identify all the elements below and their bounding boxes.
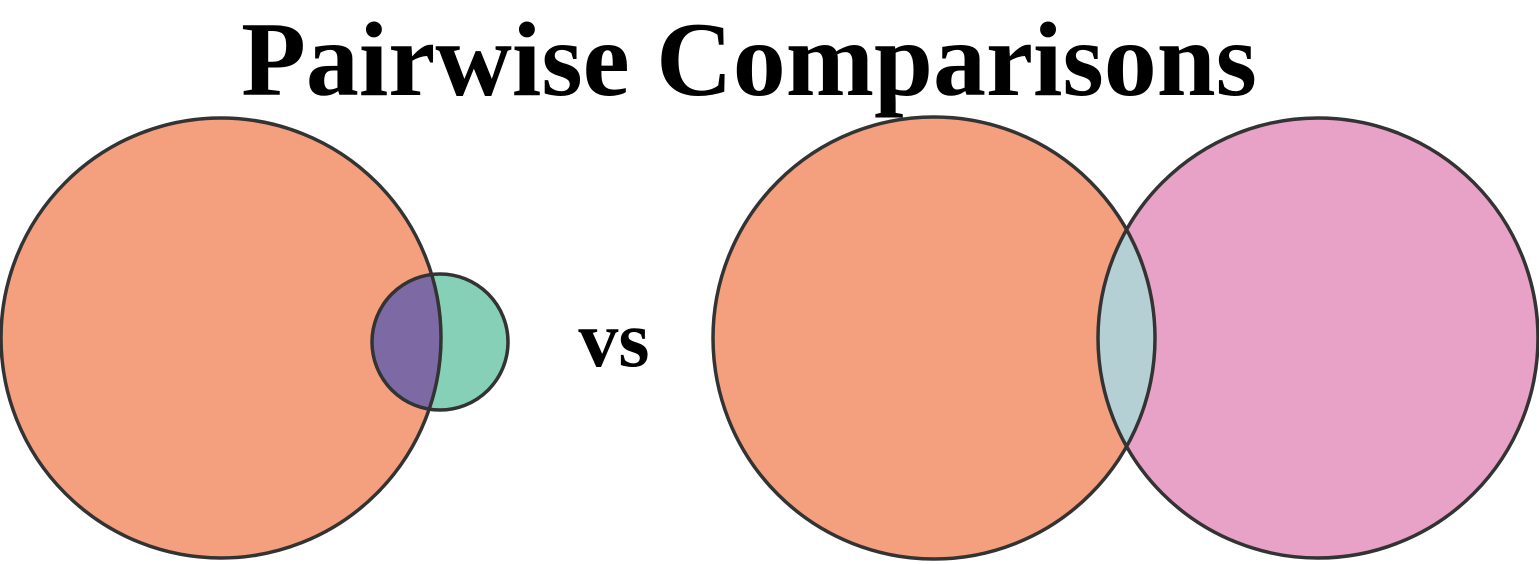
vs-label: vs bbox=[578, 296, 649, 384]
right-left-outline bbox=[711, 115, 1157, 561]
diagram-title: Pairwise Comparisons bbox=[241, 1, 1257, 118]
left-large-circle bbox=[1, 118, 441, 558]
right-right-circle bbox=[1098, 118, 1538, 558]
right-left-circle bbox=[713, 117, 1155, 559]
right-venn-pair bbox=[711, 115, 1539, 561]
right-right-outline bbox=[1096, 116, 1539, 560]
left-venn-pair bbox=[0, 116, 510, 560]
left-small-outline bbox=[370, 272, 510, 412]
left-large-outline bbox=[0, 116, 443, 560]
